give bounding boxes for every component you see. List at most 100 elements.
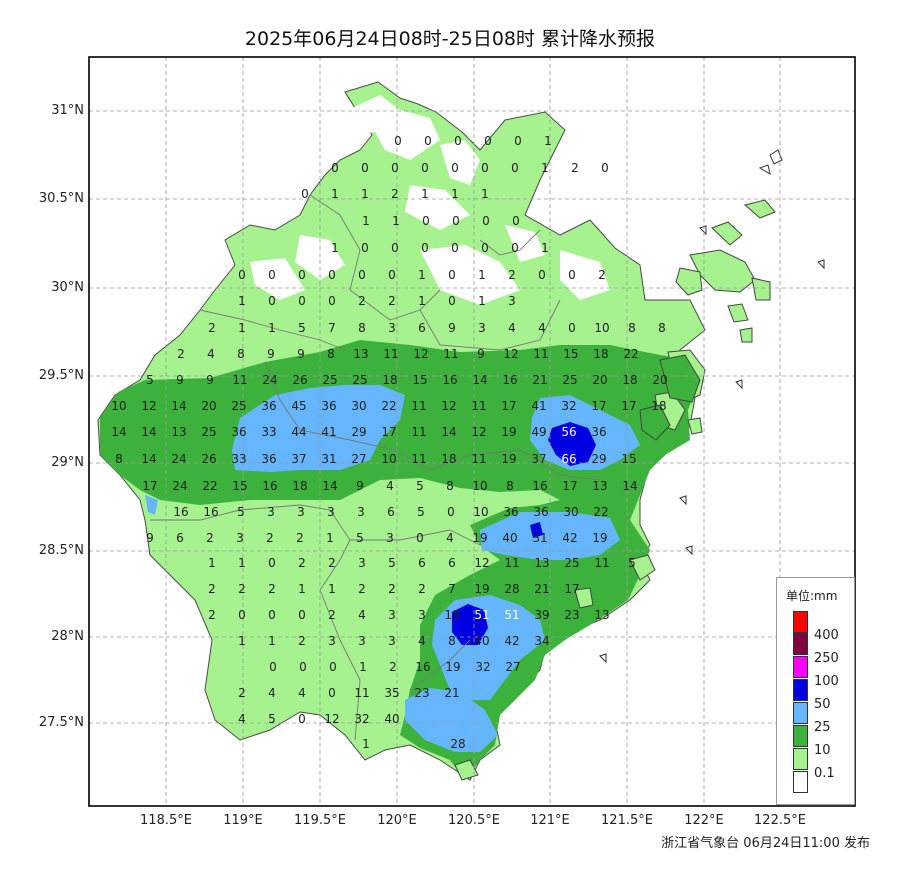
station-value: 9 [206, 373, 214, 387]
station-value: 6 [176, 531, 184, 545]
station-value: 29 [351, 425, 366, 439]
station-value: 2 [298, 634, 306, 648]
station-value: 4 [358, 608, 366, 622]
station-value: 2 [389, 660, 397, 674]
station-value: 5 [356, 531, 364, 545]
station-value: 3 [386, 531, 394, 545]
station-value: 9 [267, 347, 275, 361]
station-value: 4 [538, 321, 546, 335]
station-value: 36 [503, 505, 518, 519]
legend: 单位:mm 400 250 100 50 25 10 0.1 [776, 577, 855, 805]
station-value: 10 [594, 321, 609, 335]
station-value: 32 [354, 712, 369, 726]
station-value: 2 [391, 187, 399, 201]
station-value: 0 [361, 241, 369, 255]
station-value: 3 [418, 608, 426, 622]
band-25mm-southtip [405, 688, 498, 752]
station-value: 13 [594, 608, 609, 622]
lon-label: 122°E [684, 813, 724, 828]
station-value: 1 [359, 660, 367, 674]
station-value: 2 [418, 582, 426, 596]
station-value: 3 [478, 321, 486, 335]
station-value: 18 [382, 373, 397, 387]
station-value: 11 [471, 399, 486, 413]
station-value: 17 [591, 399, 606, 413]
station-value: 2 [268, 582, 276, 596]
station-value: 3 [388, 634, 396, 648]
lon-label: 121.5°E [601, 813, 653, 828]
station-value: 19 [474, 582, 489, 596]
graticule [89, 57, 855, 806]
legend-label-10: 10 [814, 743, 831, 758]
station-value: 0 [512, 214, 520, 228]
station-value: 2 [328, 608, 336, 622]
station-value: 0 [454, 134, 462, 148]
station-value: 0 [481, 241, 489, 255]
legend-swatch-0-1 [793, 748, 808, 770]
station-value: 5 [417, 505, 425, 519]
legend-swatch-100 [793, 656, 808, 678]
station-value: 4 [418, 634, 426, 648]
station-value: 11 [354, 686, 369, 700]
legend-swatch-zero [793, 771, 808, 793]
station-value: 4 [207, 347, 215, 361]
station-value: 1 [238, 321, 246, 335]
station-value: 56 [561, 425, 576, 439]
station-value: 11 [411, 452, 426, 466]
station-value: 16 [203, 505, 218, 519]
station-value: 5 [298, 321, 306, 335]
station-value: 9 [448, 321, 456, 335]
station-value: 0 [298, 268, 306, 282]
station-value: 4 [298, 686, 306, 700]
station-value: 15 [232, 479, 247, 493]
station-value: 14 [141, 425, 156, 439]
station-value: 7 [328, 321, 336, 335]
station-value: 21 [532, 373, 547, 387]
station-value: 18 [441, 452, 456, 466]
station-value: 25 [562, 373, 577, 387]
station-value: 2 [238, 686, 246, 700]
station-value: 2 [598, 268, 606, 282]
station-value: 1 [238, 634, 246, 648]
station-value: 19 [501, 425, 516, 439]
station-value: 24 [171, 452, 186, 466]
station-value: 15 [412, 373, 427, 387]
station-value: 27 [505, 660, 520, 674]
station-value: 51 [474, 608, 489, 622]
station-value: 5 [628, 556, 636, 570]
station-value: 2 [208, 608, 216, 622]
station-value: 18 [651, 399, 666, 413]
station-values: 0 0 0 0 0 10 0 0 0 0 0 0 1 2 00 1 1 2 1 1 11 1 0 0 0 01 0 0 0 0 0 0 10 0 0… [111, 134, 667, 751]
station-value: 0 [481, 161, 489, 175]
station-value: 29 [591, 452, 606, 466]
station-value: 17 [562, 479, 577, 493]
station-value: 16 [532, 479, 547, 493]
station-value: 16 [173, 505, 188, 519]
station-value: 11 [232, 373, 247, 387]
station-value: 0 [391, 161, 399, 175]
station-value: 40 [502, 531, 517, 545]
station-value: 3 [297, 505, 305, 519]
station-value: 2 [238, 582, 246, 596]
station-value: 1 [418, 294, 426, 308]
station-value: 0 [447, 505, 455, 519]
station-value: 14 [622, 479, 637, 493]
station-value: 1 [541, 241, 549, 255]
station-value: 30 [351, 399, 366, 413]
station-value: 36 [261, 452, 276, 466]
station-value: 4 [238, 712, 246, 726]
station-value: 1 [238, 294, 246, 308]
station-value: 1 [298, 582, 306, 596]
core-50mm-south [452, 604, 488, 645]
station-value: 1 [362, 737, 370, 751]
station-value: 0 [568, 268, 576, 282]
station-value: 0 [298, 608, 306, 622]
station-value: 8 [446, 479, 454, 493]
station-value: 0 [416, 531, 424, 545]
station-value: 34 [534, 634, 549, 648]
station-value: 3 [358, 556, 366, 570]
station-value: 44 [291, 425, 306, 439]
station-value: 8 [506, 479, 514, 493]
lon-label: 120°E [377, 813, 417, 828]
station-value: 18 [622, 373, 637, 387]
